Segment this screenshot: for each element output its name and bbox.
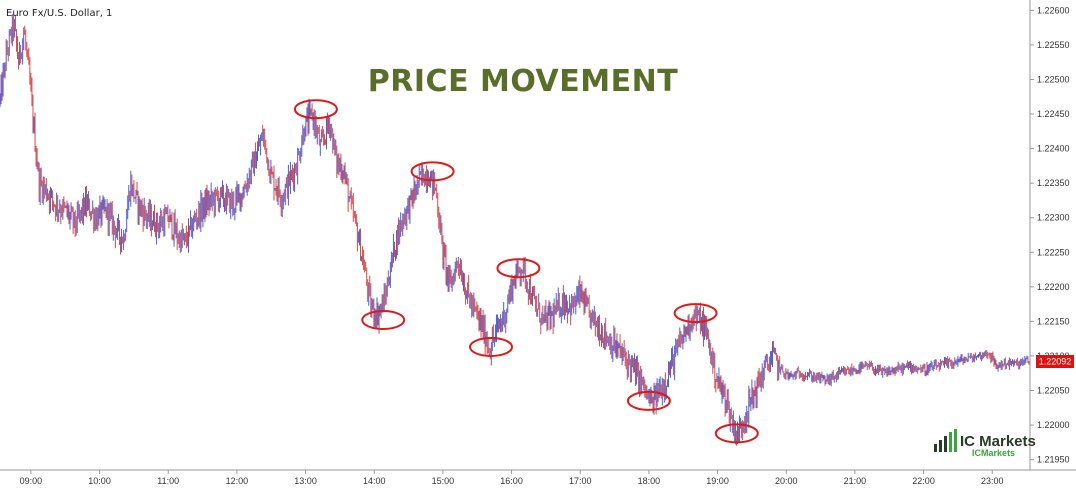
swing-point-circle bbox=[673, 303, 718, 324]
x-tick-label: 15:00 bbox=[432, 476, 455, 486]
x-tick-label: 22:00 bbox=[912, 476, 935, 486]
circles-layer bbox=[293, 99, 759, 444]
y-ticks-layer: 1.22600 1.22550 1.22500 1.22450 1.22400 1.223… bbox=[1030, 5, 1070, 465]
last-price-label: 1.22092 bbox=[1039, 357, 1072, 367]
x-tick-label: 18:00 bbox=[638, 476, 661, 486]
y-tick-label: 1.22350 bbox=[1037, 178, 1070, 188]
y-tick-label: 1.22500 bbox=[1037, 74, 1070, 84]
logo-tagline: ICMarkets bbox=[972, 448, 1015, 458]
axes-layer bbox=[0, 0, 1076, 471]
x-tick-label: 21:00 bbox=[844, 476, 867, 486]
x-tick-label: 09:00 bbox=[20, 476, 43, 486]
logo-name: IC Markets bbox=[960, 433, 1036, 450]
y-tick-label: 1.22550 bbox=[1037, 40, 1070, 50]
x-tick-label: 14:00 bbox=[363, 476, 386, 486]
swing-point-circle bbox=[410, 161, 455, 182]
last-price-marker: 1.22092 bbox=[1036, 355, 1074, 368]
x-tick-label: 10:00 bbox=[88, 476, 111, 486]
y-tick-label: 1.22600 bbox=[1037, 5, 1070, 15]
x-tick-label: 19:00 bbox=[706, 476, 729, 486]
y-tick-label: 1.22300 bbox=[1037, 213, 1070, 223]
x-tick-label: 17:00 bbox=[569, 476, 592, 486]
x-tick-label: 16:00 bbox=[500, 476, 523, 486]
y-tick-label: 1.22450 bbox=[1037, 109, 1070, 119]
y-tick-label: 1.22050 bbox=[1037, 386, 1070, 396]
swing-point-circle bbox=[469, 337, 513, 357]
candles-layer bbox=[0, 14, 1030, 446]
chart-title: Euro Fx/U.S. Dollar, 1 bbox=[6, 8, 112, 19]
x-tick-label: 12:00 bbox=[226, 476, 249, 486]
x-tick-label: 20:00 bbox=[775, 476, 798, 486]
ic-markets-logo: IC Markets ICMarkets bbox=[934, 429, 1036, 458]
y-tick-label: 1.22250 bbox=[1037, 247, 1070, 257]
x-tick-label: 23:00 bbox=[981, 476, 1004, 486]
x-ticks-layer: 09:00 10:00 11:00 12:00 13:00 14:00 15:00 16:00… bbox=[20, 470, 1004, 486]
swing-point-circle bbox=[361, 310, 406, 330]
swing-point-circle bbox=[496, 258, 541, 279]
swing-point-circle bbox=[714, 423, 759, 444]
y-tick-label: 1.22000 bbox=[1037, 420, 1070, 430]
y-tick-label: 1.22400 bbox=[1037, 144, 1070, 154]
price-movement-annotation: PRICE MOVEMENT bbox=[368, 64, 678, 99]
y-tick-label: 1.21950 bbox=[1037, 455, 1070, 465]
x-tick-label: 11:00 bbox=[157, 476, 179, 486]
swing-point-circle bbox=[293, 99, 338, 120]
last-price-badge bbox=[1036, 355, 1074, 368]
logo-bars-icon bbox=[934, 429, 957, 452]
x-tick-label: 13:00 bbox=[294, 476, 317, 486]
y-tick-label: 1.22150 bbox=[1037, 316, 1070, 326]
y-tick-label: 1.22200 bbox=[1037, 282, 1070, 292]
swing-point-circle bbox=[626, 390, 671, 411]
